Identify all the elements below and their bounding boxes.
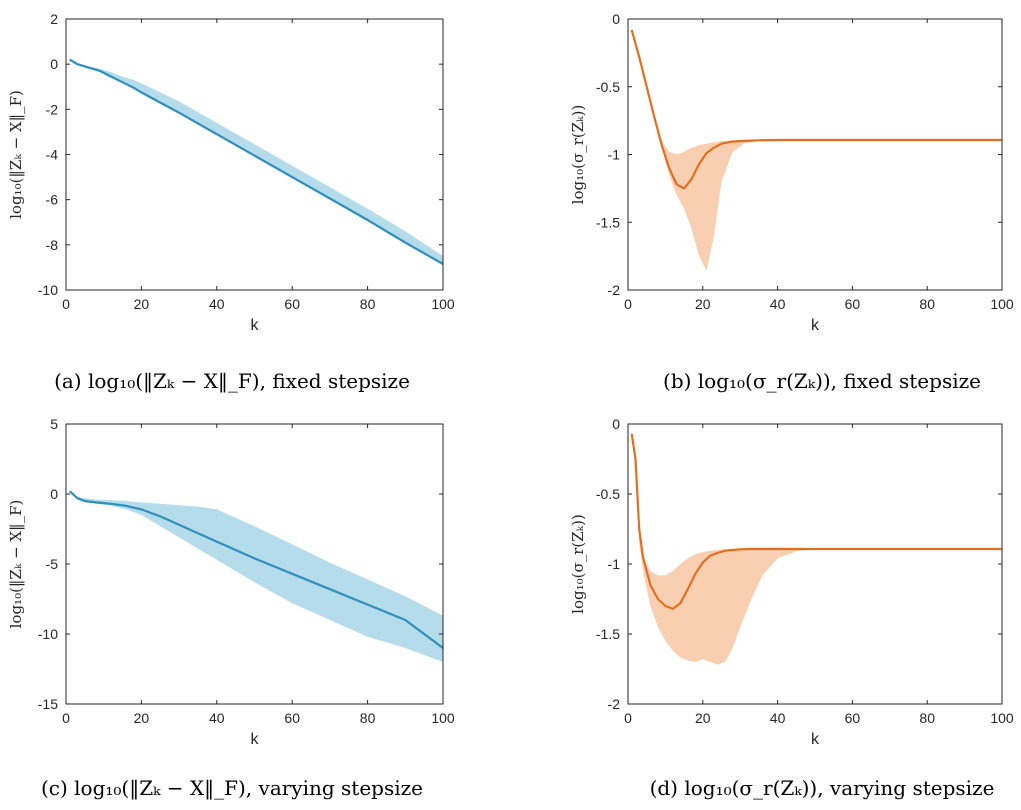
x-tick-label: 80 — [360, 710, 376, 726]
x-axis-label: k — [811, 731, 820, 748]
mean-line — [630, 29, 1002, 190]
y-tick-label: -1 — [608, 147, 621, 163]
y-axis-label: log₁₀(σ_r(Zₖ)) — [569, 105, 587, 205]
y-axis-label: log₁₀(‖Zₖ − X‖_F) — [7, 500, 25, 629]
mean-line — [630, 433, 1002, 610]
y-tick-label: -1.5 — [596, 626, 620, 642]
y-axis-label: log₁₀(σ_r(Zₖ)) — [569, 514, 587, 614]
y-tick-label: -0.5 — [596, 79, 620, 95]
y-axis-label: log₁₀(‖Zₖ − X‖_F) — [7, 90, 25, 219]
x-tick-label: 20 — [695, 296, 711, 312]
x-tick-label: 0 — [624, 710, 632, 726]
x-tick-label: 20 — [134, 296, 150, 312]
confidence-band — [631, 29, 1002, 271]
x-tick-label: 80 — [360, 296, 376, 312]
mean-line — [69, 58, 444, 265]
y-tick-label: -2 — [608, 696, 621, 712]
x-tick-label: 80 — [919, 296, 935, 312]
mean-line — [69, 490, 444, 649]
y-tick-label: 5 — [50, 416, 58, 432]
x-axis-label: k — [251, 317, 260, 334]
figure-caption: (d) log₁₀(σ_r(Zₖ)), varying stepsize — [650, 776, 995, 800]
x-tick-label: 80 — [919, 710, 935, 726]
x-tick-label: 40 — [209, 710, 225, 726]
y-tick-label: -15 — [38, 696, 58, 712]
figure-caption: (c) log₁₀(‖Zₖ − X‖_F), varying stepsize — [41, 776, 423, 801]
y-tick-label: 0 — [612, 416, 620, 432]
y-tick-label: -8 — [46, 237, 59, 253]
x-tick-label: 100 — [990, 296, 1014, 312]
chart-panel-d: 0 20 40 60 80 100 0 -0.5 -1 -1.5 -2 k log₁₀(σ_r(Zₖ))… — [569, 416, 1014, 800]
y-tick-label: -1.5 — [596, 214, 620, 230]
confidence-band — [69, 491, 444, 662]
x-tick-label: 40 — [770, 296, 786, 312]
x-tick-label: 100 — [431, 710, 455, 726]
y-tick-label: -2 — [46, 101, 59, 117]
y-tick-label: -10 — [38, 626, 58, 642]
figure-caption: (a) log₁₀(‖Zₖ − X‖_F), fixed stepsize — [54, 369, 410, 394]
x-tick-label: 60 — [845, 296, 861, 312]
x-tick-label: 60 — [284, 710, 300, 726]
x-tick-label: 40 — [209, 296, 225, 312]
x-tick-label: 0 — [62, 710, 70, 726]
figure-caption: (b) log₁₀(σ_r(Zₖ)), fixed stepsize — [663, 369, 981, 393]
x-tick-label: 100 — [431, 296, 455, 312]
y-tick-label: -6 — [46, 192, 59, 208]
x-tick-label: 100 — [990, 710, 1014, 726]
x-tick-label: 0 — [62, 296, 70, 312]
y-tick-label: -2 — [608, 282, 621, 298]
chart-panel-c: 0 20 40 60 80 100 5 0 -5 -10 -15 k log₁₀(‖Zₖ − X‖_F)… — [7, 416, 455, 801]
y-tick-label: -10 — [38, 282, 58, 298]
x-tick-label: 20 — [134, 710, 150, 726]
y-tick-label: -0.5 — [596, 486, 620, 502]
x-tick-label: 40 — [770, 710, 786, 726]
x-tick-label: 0 — [624, 296, 632, 312]
y-tick-label: -1 — [608, 556, 621, 572]
x-tick-label: 20 — [695, 710, 711, 726]
y-tick-label: -4 — [46, 147, 59, 163]
x-tick-label: 60 — [845, 710, 861, 726]
confidence-band — [69, 58, 444, 266]
y-tick-label: 2 — [50, 11, 58, 27]
y-tick-label: 0 — [612, 11, 620, 27]
x-axis-label: k — [251, 731, 260, 748]
chart-panel-b: 0 20 40 60 80 100 0 -0.5 -1 -1.5 -2 k log₁₀(σ_r(Zₖ))… — [569, 11, 1014, 393]
y-tick-label: 0 — [50, 486, 58, 502]
x-tick-label: 60 — [284, 296, 300, 312]
x-axis-label: k — [811, 317, 820, 334]
y-tick-label: -5 — [46, 556, 59, 572]
confidence-band — [631, 433, 1002, 665]
y-tick-label: 0 — [50, 56, 58, 72]
